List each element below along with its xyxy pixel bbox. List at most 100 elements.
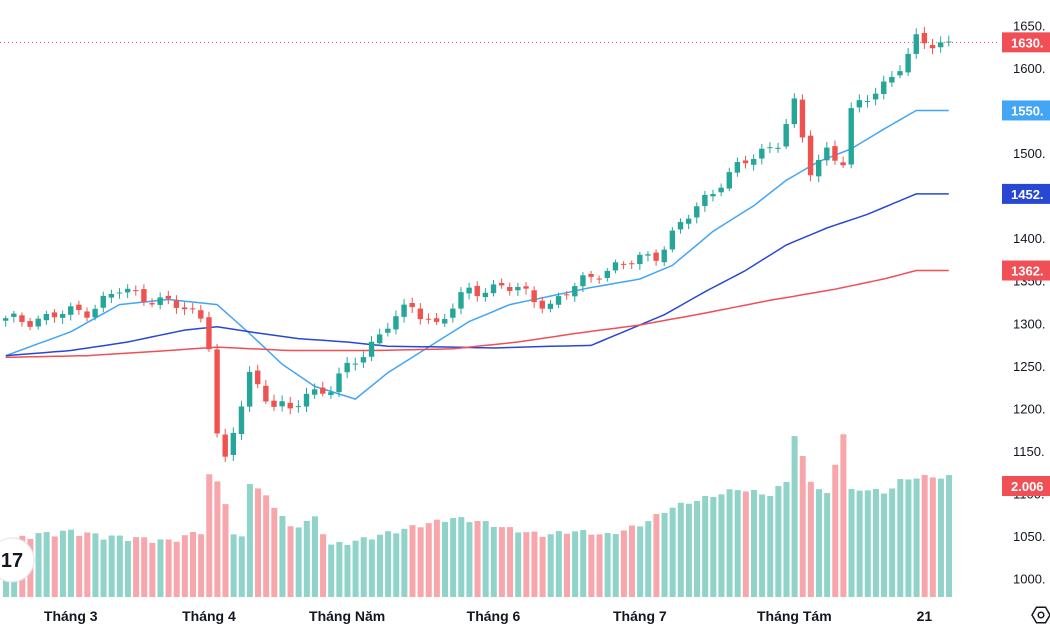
volume-bar	[669, 507, 676, 597]
candle-body	[393, 316, 399, 330]
candle-body	[458, 292, 464, 309]
candle-body	[620, 263, 627, 265]
candle-body	[336, 373, 342, 393]
volume-bar	[905, 479, 912, 597]
volume-bar	[222, 504, 229, 597]
candle-body	[694, 206, 700, 218]
x-tick-label: Tháng Năm	[309, 608, 385, 624]
volume-badge	[1002, 476, 1050, 496]
volume-bar	[76, 535, 83, 597]
volume-bar	[620, 530, 627, 597]
volume-bar	[344, 544, 351, 597]
tradingview-logo[interactable]: 17	[0, 537, 35, 583]
volume-bar	[767, 496, 774, 597]
candle-body	[11, 313, 17, 317]
volume-bar	[685, 503, 692, 597]
volume-bar	[702, 496, 709, 597]
candle-body	[157, 297, 163, 305]
volume-bar	[173, 541, 180, 597]
candle-body	[759, 148, 765, 159]
candle-body	[482, 292, 489, 298]
candle-body	[68, 306, 74, 315]
volume-bar	[734, 490, 741, 597]
candle-body	[100, 295, 106, 308]
price-badge-text: 1362.	[1011, 264, 1044, 279]
volume-bar	[816, 489, 822, 597]
candle-body	[515, 286, 521, 291]
candle-body	[181, 307, 188, 310]
volume-bar	[100, 539, 107, 597]
volume-bar	[352, 540, 359, 597]
volume-bar	[466, 522, 473, 597]
candle-body	[531, 290, 537, 303]
y-tick-label: 1300.	[1013, 316, 1046, 331]
candle-body	[791, 98, 798, 125]
volume-bar	[157, 539, 164, 597]
y-tick-label: 1600.	[1013, 61, 1046, 76]
candle-body	[881, 81, 887, 94]
candle-body	[563, 294, 570, 296]
volume-bar	[563, 533, 570, 597]
candle-body	[555, 296, 562, 305]
volume-bar	[913, 478, 920, 597]
volume-bar	[694, 501, 701, 597]
price-badge-text: 1452.	[1011, 187, 1044, 202]
volume-bar	[474, 521, 481, 597]
volume-bar	[555, 531, 562, 597]
volume-bar	[539, 536, 546, 597]
candle-body	[141, 289, 147, 303]
y-tick-label: 1400.	[1013, 231, 1046, 246]
volume-bar	[68, 529, 75, 597]
candle-body	[352, 363, 358, 365]
candle-body	[189, 308, 196, 310]
candle-body	[84, 311, 90, 318]
candle-body	[214, 349, 220, 434]
candle-body	[222, 434, 228, 457]
x-tick-label: Tháng 6	[467, 608, 521, 624]
volume-bar	[856, 490, 863, 597]
volume-bar	[263, 495, 270, 597]
candle-body	[856, 100, 863, 108]
volume-bar	[295, 527, 302, 597]
candle-body	[303, 393, 310, 407]
candle-body	[547, 303, 554, 309]
volume-bar	[881, 493, 888, 597]
moving-average-line-3	[5, 269, 949, 359]
candle-body	[466, 287, 472, 294]
volume-bar	[401, 528, 408, 597]
candle-body	[401, 304, 407, 317]
volume-bar	[385, 531, 392, 597]
settings-hex-icon[interactable]	[1031, 606, 1050, 624]
volume-bar	[750, 490, 757, 597]
volume-bar	[206, 474, 213, 597]
candle-body	[775, 147, 781, 149]
candle-body	[629, 263, 635, 265]
candle-body	[238, 406, 245, 435]
candle-body	[832, 146, 838, 161]
volume-bar	[255, 488, 262, 597]
candlesticks	[3, 27, 952, 462]
volume-bar	[507, 527, 514, 597]
volume-bar	[198, 534, 205, 597]
price-badge	[1002, 100, 1050, 121]
volume-bar	[393, 533, 400, 597]
candle-body	[734, 162, 741, 173]
candle-body	[897, 71, 903, 76]
candle-body	[848, 108, 854, 165]
volume-bar	[547, 534, 554, 597]
volume-bar	[181, 535, 188, 597]
logo-text: 17	[1, 550, 23, 572]
candle-body	[726, 172, 732, 189]
candle-body	[417, 308, 424, 320]
candle-body	[311, 389, 318, 395]
candle-body	[116, 292, 123, 294]
volume-bar	[612, 534, 619, 597]
x-tick-label: Tháng Tám	[757, 608, 832, 624]
candle-body	[108, 293, 115, 298]
candle-body	[921, 32, 928, 44]
volume-bar	[230, 534, 237, 597]
volume-bar	[937, 478, 944, 597]
price-badge	[1002, 183, 1050, 204]
volume-bar	[141, 537, 148, 597]
